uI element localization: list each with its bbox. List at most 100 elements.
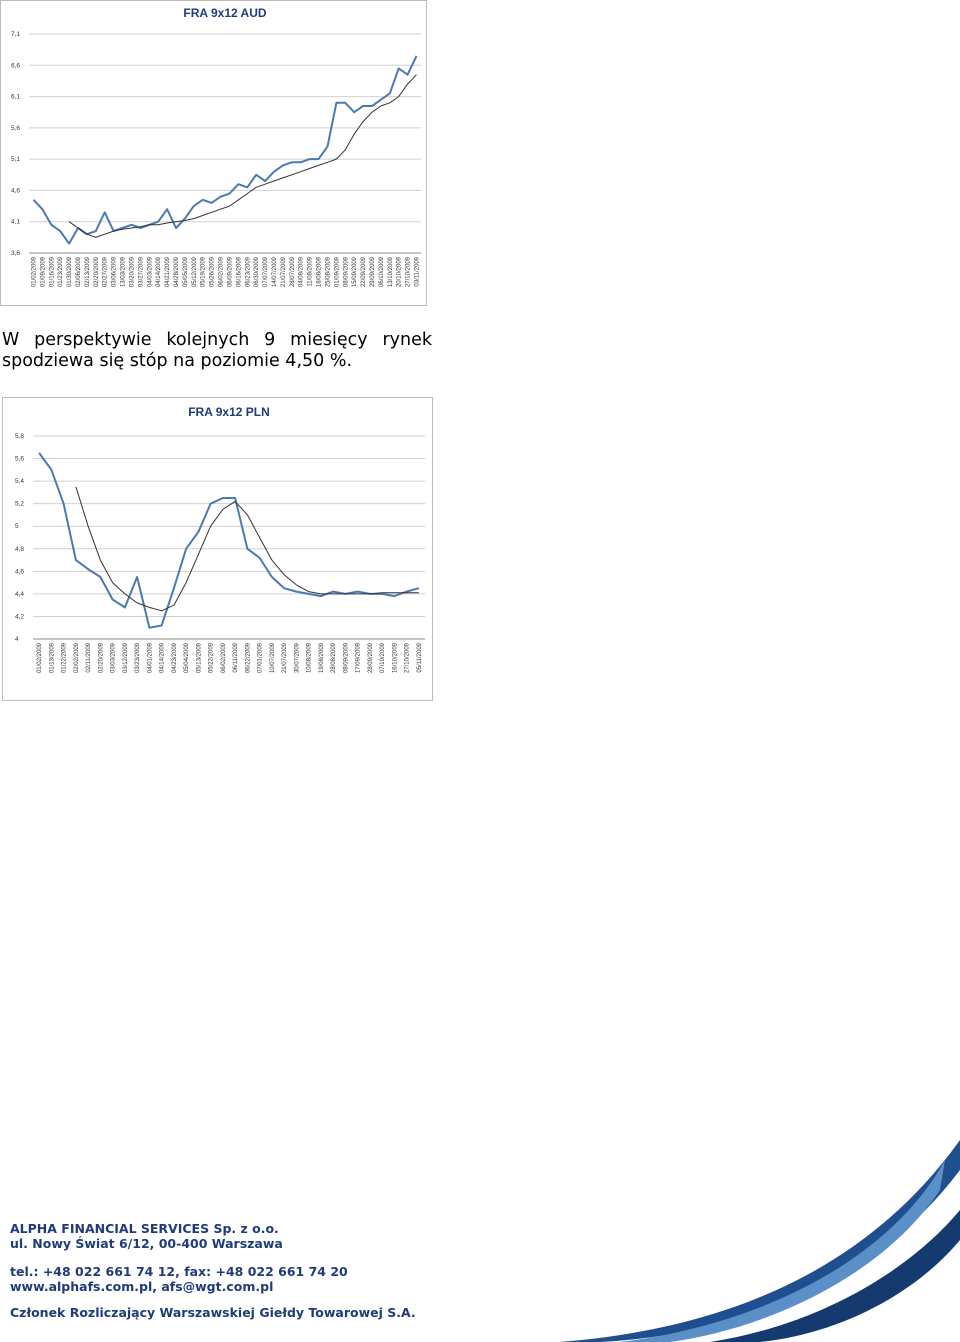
x-tick-label: 02/11/2009 [86, 642, 92, 672]
chart-title: FRA 9x12 AUD [183, 6, 266, 20]
x-tick-label: 03/03/2009 [111, 642, 117, 673]
x-tick-label: 02/02/2009 [74, 642, 80, 673]
x-tick-label: 11/08/2009 [308, 256, 314, 286]
x-tick-label: 15/09/2009 [352, 256, 358, 287]
x-tick-label: 06/30/2009 [254, 256, 260, 287]
x-tick-label: 08/09/2009 [343, 256, 349, 287]
paragraph: W perspektywie kolejnych 9 miesięcy ryne… [2, 330, 432, 372]
phone: tel.: +48 022 661 74 12, fax: +48 022 66… [10, 1264, 348, 1279]
text-line: W perspektywie kolejnych 9 miesięcy ryne… [2, 330, 432, 350]
x-tick-label: 17/09/2009 [356, 642, 362, 673]
y-tick-label: 4 [15, 636, 19, 643]
y-tick-label: 4,6 [11, 187, 20, 194]
membership: Członek Rozliczający Warszawskiej Giełdy… [10, 1305, 416, 1320]
y-tick-label: 4,4 [15, 591, 24, 598]
x-tick-label: 05/26/2009 [210, 256, 216, 287]
text-line: spodziewa się stóp na poziomie 4,50 %. [2, 351, 353, 371]
x-tick-label: 06/09/2009 [227, 256, 233, 287]
x-tick-label: 05/11/2009 [417, 642, 423, 672]
chart: FRA 9x12 PLN 4 4,2 4,4 4,6 4,8 5 5,2 5,4 5,6 5,8 01… [2, 397, 433, 701]
x-tick-label: 05/12/2009 [192, 256, 198, 287]
y-tick-label: 4,2 [15, 613, 24, 620]
x-tick-label: 02/20/2009 [98, 642, 104, 673]
y-tick-label: 6,1 [11, 94, 20, 101]
x-tick-label: 02/13/2009 [85, 256, 91, 287]
x-tick-label: 04/28/2009 [174, 256, 180, 287]
x-tick-label: 04/14/2009 [156, 256, 162, 287]
y-tick-label: 5,4 [15, 478, 24, 485]
y-tick-label: 4,6 [15, 568, 24, 575]
chart: FRA 9x12 AUD 3,6 4,1 4,6 5,1 5,6 6,1 6,6 7,1 01/0… [0, 0, 427, 306]
x-tick-label: 03/11/2009 [415, 256, 421, 286]
series-line [75, 486, 419, 612]
x-tick-label: 16/10/2009 [392, 642, 398, 673]
y-tick-label: 3,6 [11, 250, 20, 257]
x-tick-label: 01/16/2009 [49, 256, 55, 287]
x-tick-label: 02/20/2009 [94, 256, 100, 287]
x-tick-label: 04/08/2009 [299, 256, 305, 287]
logo-swoosh [560, 1140, 960, 1342]
y-tick-label: 6,6 [11, 62, 20, 69]
x-tick-label: 18/08/2009 [317, 256, 323, 287]
x-tick-label: 03/27/2009 [138, 256, 144, 287]
x-tick-label: 01/13/2009 [49, 642, 55, 673]
x-tick-label: 10/08/2009 [307, 642, 313, 673]
x-tick-label: 08/09/2009 [343, 642, 349, 673]
series-line [32, 55, 418, 245]
x-tick-label: 01/02/2009 [31, 256, 37, 287]
x-tick-label: 30/07/2009 [294, 642, 300, 673]
x-tick-label: 14/07/2009 [272, 256, 278, 287]
y-tick-label: 5,8 [15, 433, 24, 440]
chart-title: FRA 9x12 PLN [188, 405, 270, 419]
x-tick-label: 28/08/2009 [331, 642, 337, 673]
x-tick-label: 01/23/2009 [58, 256, 64, 287]
address: ul. Nowy Świat 6/12, 00-400 Warszawa [10, 1236, 283, 1251]
x-tick-label: 03/06/2009 [112, 256, 118, 287]
x-tick-label: 28/09/2009 [368, 642, 374, 673]
x-tick-label: 06/10/2009 [379, 256, 385, 287]
x-tick-label: 06/23/2009 [245, 256, 251, 287]
x-tick-label: 25/08/2009 [325, 256, 331, 287]
x-tick-label: 06/11/2009 [233, 642, 239, 672]
x-tick-label: 05/04/2009 [184, 642, 190, 673]
x-tick-label: 04/14/2009 [160, 642, 166, 673]
x-tick-label: 27/10/2009 [406, 256, 412, 287]
x-tick-label: 10/07/2009 [270, 642, 276, 673]
y-tick-label: 5,1 [11, 156, 20, 163]
x-tick-label: 29/09/2009 [370, 256, 376, 287]
x-tick-label: 03/20/2009 [129, 256, 135, 287]
x-tick-label: 13/03/2009 [121, 256, 127, 287]
x-tick-label: 06/22/2009 [245, 642, 251, 673]
x-tick-label: 20/10/2009 [397, 256, 403, 287]
x-tick-label: 01/30/2009 [67, 256, 73, 287]
x-tick-label: 01/22/2009 [62, 642, 68, 673]
x-tick-label: 13/10/2009 [388, 256, 394, 287]
x-tick-label: 05/05/2009 [183, 256, 189, 287]
y-tick-label: 5,2 [15, 501, 24, 508]
series-line [68, 74, 417, 238]
x-tick-label: 07/10/2009 [380, 642, 386, 673]
y-tick-label: 5,6 [11, 125, 20, 132]
x-tick-label: 04/01/2009 [147, 642, 153, 673]
x-tick-label: 05/19/2009 [201, 256, 207, 287]
x-tick-label: 04/23/2009 [172, 642, 178, 673]
x-tick-label: 06/02/2009 [221, 642, 227, 673]
company: ALPHA FINANCIAL SERVICES Sp. z o.o. [10, 1221, 279, 1236]
x-tick-label: 05/22/2009 [209, 642, 215, 673]
x-tick-label: 27/10/2009 [405, 642, 411, 673]
x-tick-label: 02/06/2009 [76, 256, 82, 287]
x-tick-label: 01/02/2009 [37, 642, 43, 673]
x-tick-label: 07/07/2009 [263, 256, 269, 287]
x-tick-label: 06/02/2009 [219, 256, 225, 287]
y-tick-label: 4,8 [15, 546, 24, 553]
y-tick-label: 7,1 [11, 31, 20, 38]
x-tick-label: 04/21/2009 [165, 256, 171, 287]
y-tick-label: 5,6 [15, 456, 24, 463]
x-tick-label: 03/12/2009 [123, 642, 129, 673]
x-tick-label: 01/09/2009 [334, 256, 340, 287]
y-tick-label: 5 [15, 523, 19, 530]
x-tick-label: 05/13/2009 [196, 642, 202, 673]
x-tick-label: 21/07/2009 [282, 642, 288, 673]
x-tick-label: 04/03/2009 [147, 256, 153, 287]
